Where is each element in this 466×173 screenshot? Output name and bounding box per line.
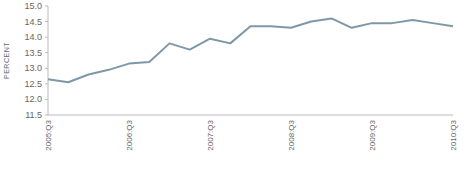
y-tick — [45, 99, 48, 100]
y-tick — [45, 115, 48, 116]
y-tick-label: 13.0 — [24, 63, 42, 73]
data-line — [48, 18, 453, 82]
chart: 11.5 12.0 12.5 13.0 13.5 14.0 14.5 15.0 PERCENT 2… — [0, 0, 466, 173]
x-axis — [48, 115, 453, 116]
y-tick-label: 15.0 — [24, 1, 42, 11]
y-tick — [45, 83, 48, 84]
plot-area — [48, 18, 453, 82]
x-tick-label: 2009:Q3 — [368, 119, 377, 150]
x-tick-label: 2008:Q3 — [287, 119, 296, 150]
x-tick-label: 2006:Q3 — [125, 119, 134, 150]
y-tick — [45, 37, 48, 38]
y-axis-label: PERCENT — [3, 42, 10, 79]
x-tick-label: 2007:Q3 — [206, 119, 215, 150]
y-tick-label: 12.5 — [24, 79, 42, 89]
y-tick — [45, 6, 48, 7]
x-tick-label: 2010:Q3 — [449, 119, 458, 150]
y-tick-label: 12.0 — [24, 94, 42, 104]
y-tick — [45, 52, 48, 53]
y-tick-label: 14.5 — [24, 17, 42, 27]
y-tick-label: 13.5 — [24, 48, 42, 58]
y-tick — [45, 68, 48, 69]
y-tick-label: 14.0 — [24, 32, 42, 42]
y-tick — [45, 21, 48, 22]
y-tick-label: 11.5 — [25, 110, 42, 120]
x-tick-label: 2005:Q3 — [44, 119, 53, 150]
y-axis — [48, 6, 49, 115]
